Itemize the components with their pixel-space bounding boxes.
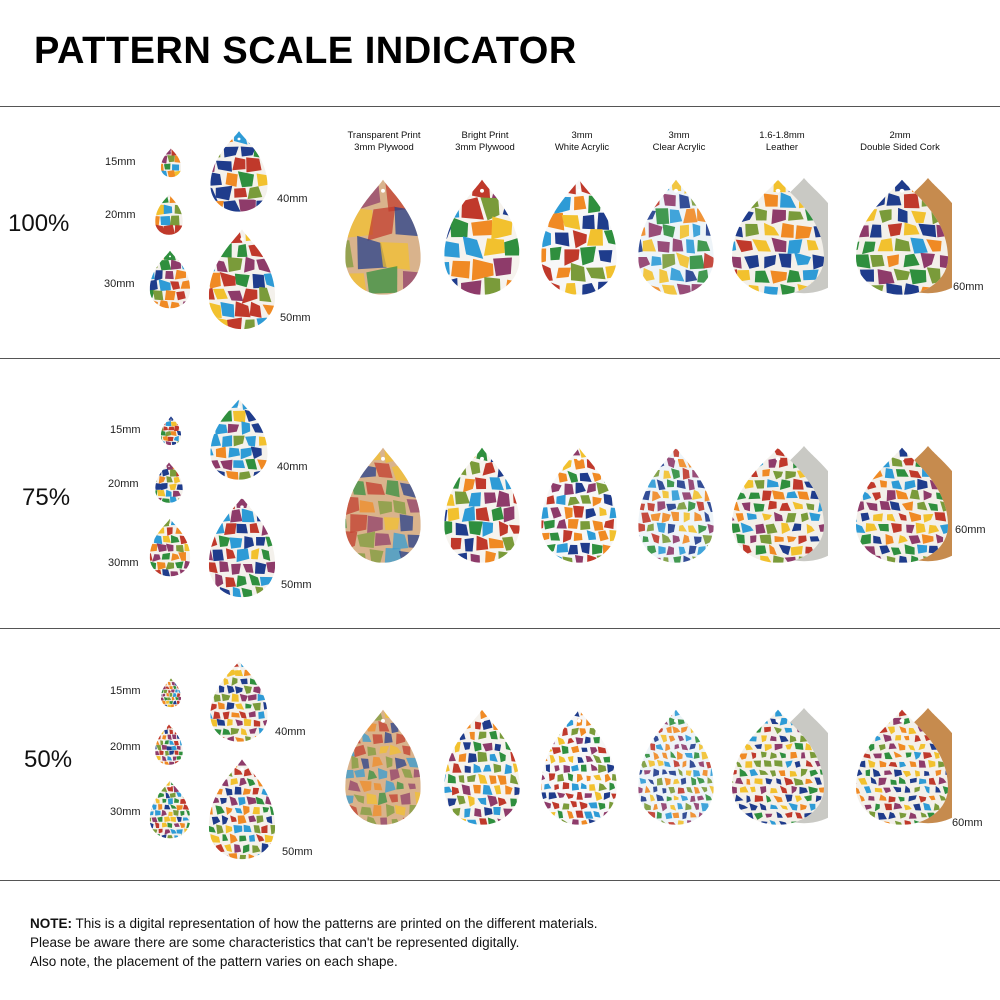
size-label-30mm: 30mm <box>104 278 135 290</box>
sample-white-acrylic <box>538 446 620 566</box>
sample-leather <box>728 446 828 566</box>
sample-transparent-plywood <box>342 178 424 298</box>
size-label-40mm: 40mm <box>275 726 306 738</box>
size-label-30mm: 30mm <box>108 557 139 569</box>
sample-white-acrylic <box>538 178 620 298</box>
note-label: NOTE: <box>30 916 72 931</box>
sample-clear-acrylic <box>635 178 717 298</box>
size-label-20mm: 20mm <box>105 209 136 221</box>
sample-transparent-plywood <box>342 708 424 828</box>
sample-leather <box>728 708 828 828</box>
note-line-3: Also note, the placement of the pattern … <box>30 954 398 969</box>
sample-50mm <box>206 758 278 862</box>
size-label-20mm: 20mm <box>108 478 139 490</box>
sample-30mm <box>148 780 192 840</box>
size-label-15mm: 15mm <box>110 685 141 697</box>
sample-40mm <box>208 398 270 482</box>
scale-label-75: 75% <box>22 484 71 511</box>
note-line-1: This is a digital representation of how … <box>72 916 598 931</box>
sample-20mm <box>154 194 184 236</box>
material-label-bright-plywood: Bright Print 3mm Plywood <box>455 130 515 153</box>
sample-cork <box>852 178 952 298</box>
sample-20mm <box>154 462 184 504</box>
sample-leather <box>728 178 828 298</box>
size-label-40mm: 40mm <box>277 461 308 473</box>
size-label-60mm: 60mm <box>955 524 986 536</box>
sample-50mm <box>206 496 278 600</box>
sample-30mm <box>148 518 192 578</box>
divider-top <box>0 106 1000 107</box>
scale-label-100: 100% <box>8 210 70 237</box>
material-label-cork: 2mm Double Sided Cork <box>860 130 940 153</box>
sample-clear-acrylic <box>635 446 717 566</box>
size-label-40mm: 40mm <box>277 193 308 205</box>
size-label-15mm: 15mm <box>110 424 141 436</box>
sample-15mm <box>160 148 182 178</box>
sample-cork <box>852 446 952 566</box>
footnote: NOTE: This is a digital representation o… <box>30 914 598 971</box>
sample-transparent-plywood <box>342 446 424 566</box>
size-label-15mm: 15mm <box>105 156 136 168</box>
size-label-50mm: 50mm <box>282 846 313 858</box>
note-line-2: Please be aware there are some character… <box>30 935 520 950</box>
divider-bottom <box>0 880 1000 881</box>
sample-15mm <box>160 678 182 708</box>
material-label-white-acrylic: 3mm White Acrylic <box>554 130 610 153</box>
sample-15mm <box>160 416 182 446</box>
material-label-transparent-plywood: Transparent Print 3mm Plywood <box>347 130 421 153</box>
size-label-50mm: 50mm <box>280 312 311 324</box>
sample-40mm <box>208 660 270 744</box>
scale-label-50: 50% <box>24 746 73 773</box>
sample-bright-plywood <box>441 708 523 828</box>
size-label-60mm: 60mm <box>952 817 983 829</box>
material-label-leather: 1.6-1.8mm Leather <box>759 130 805 153</box>
page-title: PATTERN SCALE INDICATOR <box>34 30 577 72</box>
divider-row-1 <box>0 358 1000 359</box>
sample-clear-acrylic <box>635 708 717 828</box>
sample-bright-plywood <box>441 178 523 298</box>
sample-40mm <box>208 130 270 214</box>
material-label-clear-acrylic: 3mm Clear Acrylic <box>652 130 706 153</box>
size-label-60mm: 60mm <box>953 281 984 293</box>
sample-20mm <box>154 724 184 766</box>
size-label-50mm: 50mm <box>281 579 312 591</box>
sample-white-acrylic <box>538 708 620 828</box>
sample-cork <box>852 708 952 828</box>
size-label-30mm: 30mm <box>110 806 141 818</box>
sample-bright-plywood <box>441 446 523 566</box>
divider-row-2 <box>0 628 1000 629</box>
size-label-20mm: 20mm <box>110 741 141 753</box>
sample-50mm <box>206 228 278 332</box>
sample-30mm <box>148 250 192 310</box>
